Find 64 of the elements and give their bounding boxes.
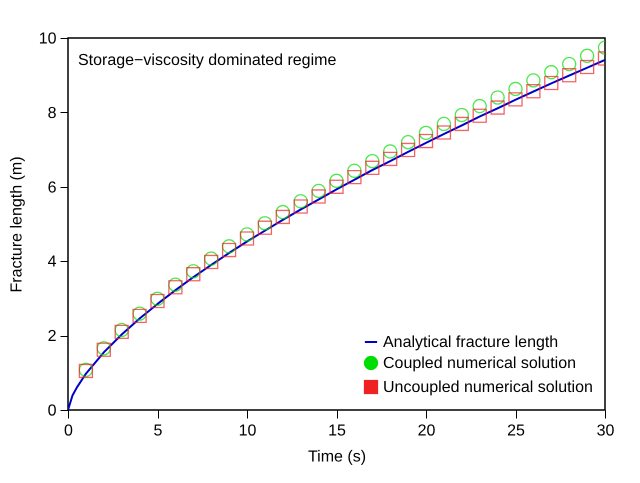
point [240, 231, 254, 246]
point [383, 152, 398, 166]
point [276, 210, 290, 224]
point [454, 108, 469, 122]
point [168, 277, 183, 292]
point [562, 56, 576, 72]
point [365, 154, 380, 168]
point [580, 48, 594, 64]
point [383, 144, 398, 159]
point [472, 98, 487, 114]
x-tick-label: 0 [64, 422, 74, 440]
point [311, 189, 326, 204]
point [436, 125, 452, 140]
legend-label: Analytical fracture length [383, 334, 558, 351]
legend-label: Uncoupled numerical solution [383, 379, 593, 396]
point [222, 242, 236, 258]
y-axis-title: Fracture length (m) [8, 156, 26, 293]
y-tick-label: 4 [48, 254, 57, 271]
point [294, 199, 308, 214]
x-tick-label: 20 [418, 422, 436, 440]
point [508, 82, 523, 96]
y-tick-label: 8 [48, 104, 57, 122]
point [400, 142, 416, 158]
point [347, 164, 362, 178]
point [490, 100, 505, 115]
x-tick-label: 10 [238, 422, 256, 440]
point [400, 135, 416, 150]
point [580, 60, 594, 74]
point [436, 116, 452, 132]
point [294, 194, 308, 208]
point [526, 73, 541, 88]
point [258, 216, 272, 230]
annotation: Storage−viscosity dominated regime [78, 52, 336, 69]
point [508, 92, 523, 107]
point [365, 160, 380, 175]
point [329, 174, 344, 188]
point [490, 90, 505, 105]
y-tick-label: 2 [48, 328, 57, 346]
point [454, 116, 469, 132]
point [168, 280, 183, 294]
legend-label: Coupled numerical solution [383, 355, 576, 372]
x-tick-label: 15 [328, 422, 346, 440]
point [347, 170, 362, 184]
point [222, 239, 236, 254]
y-tick-label: 6 [48, 179, 57, 196]
point [472, 108, 487, 123]
point [562, 68, 576, 82]
point [418, 126, 434, 140]
point [240, 227, 254, 242]
point [418, 134, 434, 148]
point [526, 84, 541, 98]
point [311, 184, 326, 198]
x-axis-title: Time (s) [308, 448, 366, 466]
y-tick-label: 0 [48, 402, 57, 420]
point [544, 65, 558, 80]
y-tick-label: 10 [38, 30, 57, 48]
point [204, 254, 218, 270]
point [186, 267, 200, 282]
x-tick-label: 5 [154, 422, 163, 440]
x-tick-label: 30 [596, 422, 614, 440]
point [258, 220, 272, 235]
point [544, 76, 558, 90]
point [329, 180, 344, 194]
x-tick-label: 25 [507, 422, 525, 440]
